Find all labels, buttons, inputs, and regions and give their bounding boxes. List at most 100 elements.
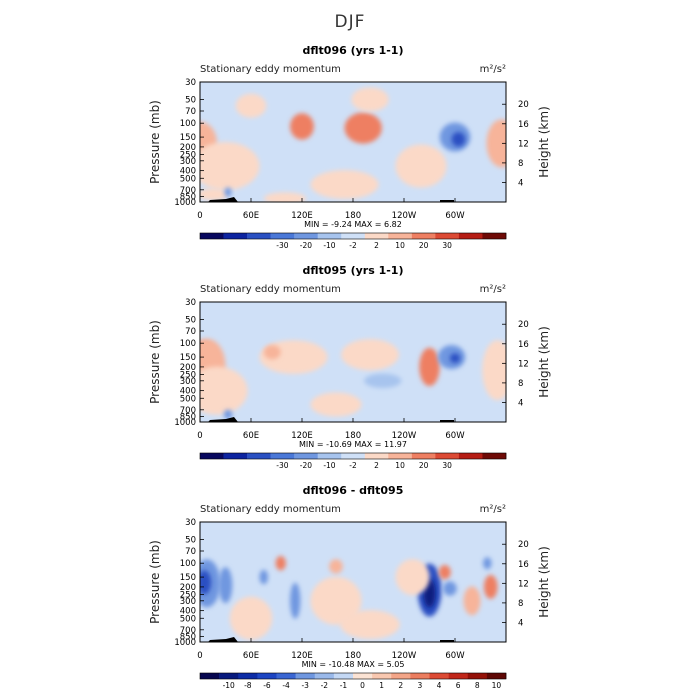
pressure-tick-label: 150 — [180, 573, 196, 583]
contour-blob — [483, 557, 492, 570]
colorbar-swatch — [388, 453, 413, 459]
colorbar-swatch — [482, 453, 507, 459]
pressure-tick-label: 1000 — [174, 198, 196, 208]
height-tick-label: 12 — [518, 359, 529, 369]
panel-units: m²/s² — [480, 64, 506, 75]
colorbar-label: 20 — [419, 241, 429, 250]
colorbar-swatch — [410, 673, 430, 679]
lon-tick-label: 120W — [392, 211, 417, 221]
pressure-tick-label: 250 — [180, 151, 196, 161]
panel-2: dflt096 - dflt095 Stationary eddy moment… — [148, 484, 551, 690]
contour-blob — [200, 142, 260, 191]
colorbar-label: 10 — [395, 461, 405, 470]
panel-units: m²/s² — [480, 504, 506, 515]
panel-1: dflt095 (yrs 1-1) Stationary eddy moment… — [148, 264, 551, 470]
colorbar-label: -2 — [321, 681, 329, 690]
lon-tick-label: 60W — [445, 651, 465, 661]
lon-tick-label: 120E — [291, 431, 313, 441]
colorbar-swatch — [486, 673, 507, 679]
colorbar-swatch — [317, 453, 342, 459]
contour-blob — [200, 188, 229, 201]
colorbar-swatch — [247, 453, 271, 459]
contour-blob — [200, 570, 212, 595]
colorbar-label: 3 — [418, 681, 423, 690]
colorbar-label: 4 — [437, 681, 442, 690]
contour-field — [200, 87, 506, 202]
contour-blob — [438, 564, 451, 580]
height-tick-label: 8 — [518, 599, 523, 609]
panel-title: dflt096 (yrs 1-1) — [303, 44, 404, 57]
height-tick-label: 12 — [518, 579, 529, 589]
colorbar-swatch — [364, 233, 389, 239]
pressure-tick-label: 100 — [180, 339, 196, 349]
colorbar-label: 6 — [456, 681, 461, 690]
bottom-axis: 0 60E 120E 180 120W 60W — [197, 418, 465, 441]
contour-blob — [310, 170, 379, 199]
colorbar-label: 20 — [419, 461, 429, 470]
pressure-tick-label: 850 — [180, 192, 196, 202]
colorbar-label: -20 — [300, 241, 312, 250]
colorbar-swatch — [467, 673, 488, 679]
pressure-tick-label: 1000 — [174, 418, 196, 428]
contour-blob — [223, 409, 233, 420]
height-tick-label: 20 — [518, 320, 529, 330]
colorbar-label: 1 — [379, 681, 384, 690]
colorbar-swatch — [482, 233, 507, 239]
lon-tick-label: 180 — [345, 651, 361, 661]
pressure-tick-label: 30 — [185, 78, 196, 88]
pressure-tick-label: 1000 — [174, 638, 196, 648]
pressure-tick-label: 300 — [180, 157, 196, 167]
contour-blob — [449, 353, 461, 363]
pressure-tick-label: 250 — [180, 371, 196, 381]
pressure-tick-label: 200 — [180, 143, 196, 153]
y-axis-label-right: Height (km) — [537, 326, 551, 397]
colorbar-frame — [199, 232, 507, 240]
colorbar-swatch — [372, 673, 392, 679]
colorbar-swatch — [200, 233, 224, 239]
contour-blob — [419, 347, 440, 387]
pressure-tick-label: 50 — [185, 535, 196, 545]
y-axis-label: Pressure (mb) — [148, 100, 162, 184]
colorbar-swatch — [270, 453, 295, 459]
colorbar-swatch — [333, 673, 354, 679]
colorbar-swatch — [317, 233, 342, 239]
contour-blob — [200, 366, 248, 415]
pressure-tick-label: 250 — [180, 591, 196, 601]
pressure-tick-label: 30 — [185, 298, 196, 308]
colorbar-frame — [199, 452, 507, 460]
colorbar-label: -10 — [323, 461, 335, 470]
pressure-tick-label: 700 — [180, 626, 196, 636]
contour-blob — [259, 569, 268, 585]
height-tick-label: 16 — [518, 560, 529, 570]
contour-blob — [482, 340, 506, 401]
colorbar-swatch — [364, 453, 389, 459]
pressure-tick-label: 850 — [180, 412, 196, 422]
colorbar-swatch — [200, 453, 224, 459]
colorbar-label: 10 — [395, 241, 405, 250]
colorbar-swatch — [257, 673, 277, 679]
colorbar-label: 8 — [475, 681, 480, 690]
contour-field — [200, 556, 498, 642]
colorbar-label: -20 — [300, 461, 312, 470]
min-max-stats: MIN = -10.69 MAX = 11.97 — [299, 440, 407, 449]
colorbar-label: 2 — [374, 241, 379, 250]
y-axis-label: Pressure (mb) — [148, 540, 162, 624]
pressure-tick-label: 400 — [180, 387, 196, 397]
contour-blob — [443, 581, 457, 596]
colorbar-label: 0 — [360, 681, 365, 690]
contour-blob — [310, 392, 362, 417]
colorbar-label: 2 — [398, 681, 403, 690]
colorbar-swatch — [435, 233, 460, 239]
pressure-tick-label: 400 — [180, 167, 196, 177]
colorbar-label: 10 — [492, 681, 502, 690]
pressure-tick-label: 50 — [185, 95, 196, 105]
lon-tick-label: 180 — [345, 431, 361, 441]
pressure-tick-label: 70 — [185, 327, 196, 337]
contour-blob — [486, 119, 506, 168]
topography — [440, 200, 454, 202]
colorbar-swatch — [411, 233, 436, 239]
lon-tick-label: 120E — [291, 651, 313, 661]
pressure-tick-label: 700 — [180, 186, 196, 196]
colorbar-swatch — [247, 233, 271, 239]
